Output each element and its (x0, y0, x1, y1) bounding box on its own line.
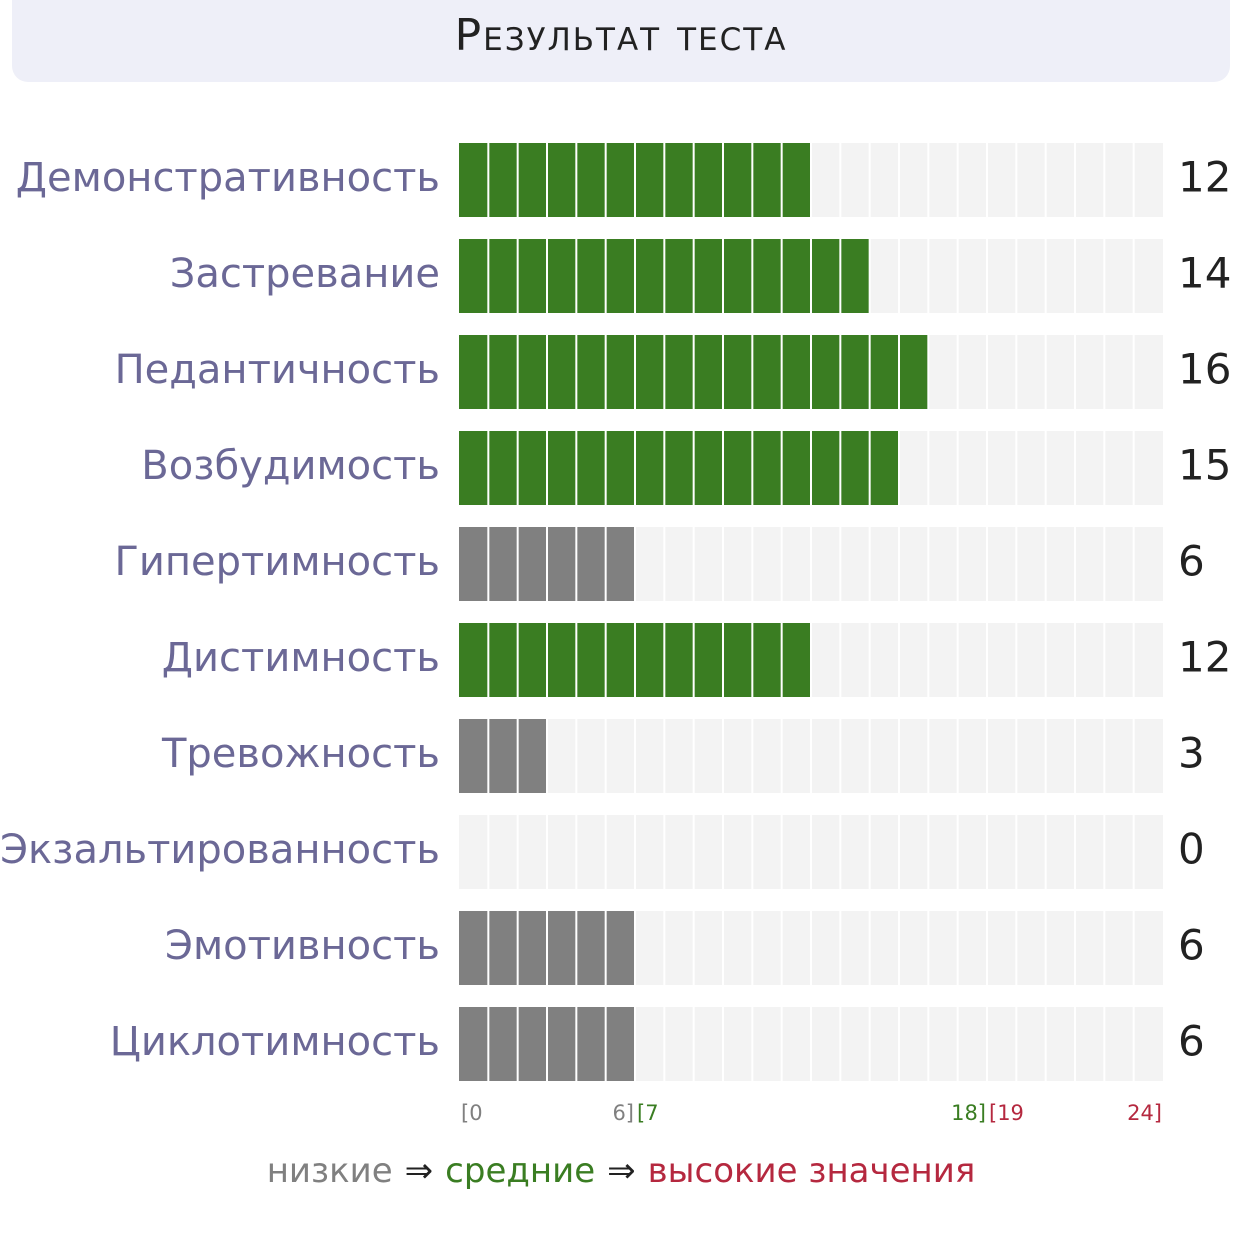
x-tick-label: 24] (1127, 1101, 1162, 1125)
legend-entry: высокие значения (648, 1151, 976, 1191)
category-label: Гипертимность (114, 539, 440, 585)
title-box (12, 0, 1230, 82)
legend-entry: средние (445, 1151, 595, 1191)
category-label: Циклотимность (110, 1019, 440, 1065)
value-label: 12 (1178, 153, 1231, 202)
category-label: Экзальтированность (0, 827, 440, 873)
value-label: 15 (1178, 441, 1231, 490)
category-label: Тревожность (161, 731, 440, 777)
value-label: 6 (1178, 921, 1205, 970)
category-label: Демонстративность (16, 155, 440, 201)
legend-separator: ⇒ (607, 1151, 636, 1191)
x-tick-label: [19 (989, 1101, 1024, 1125)
category-label: Эмотивность (165, 923, 440, 969)
legend-entry: низкие (267, 1151, 393, 1191)
chart-title: Результат теста (455, 10, 788, 61)
legend: низкие ⇒ средние ⇒ высокие значения (267, 1151, 976, 1191)
category-label: Педантичность (115, 347, 440, 393)
value-label: 3 (1178, 729, 1205, 778)
category-label: Возбудимость (141, 443, 440, 489)
category-label: Дистимность (162, 635, 440, 681)
value-label: 0 (1178, 825, 1205, 874)
bar (459, 719, 547, 793)
x-tick-label: [7 (637, 1101, 659, 1125)
x-tick-label: 6] (612, 1101, 634, 1125)
legend-separator: ⇒ (405, 1151, 434, 1191)
x-tick-label: [0 (461, 1101, 483, 1125)
value-label: 16 (1178, 345, 1231, 394)
value-label: 6 (1178, 537, 1205, 586)
value-label: 6 (1178, 1017, 1205, 1066)
value-label: 14 (1178, 249, 1231, 298)
value-label: 12 (1178, 633, 1231, 682)
x-tick-label: 18] (951, 1101, 986, 1125)
bar (459, 431, 899, 505)
category-label: Застревание (170, 251, 440, 297)
